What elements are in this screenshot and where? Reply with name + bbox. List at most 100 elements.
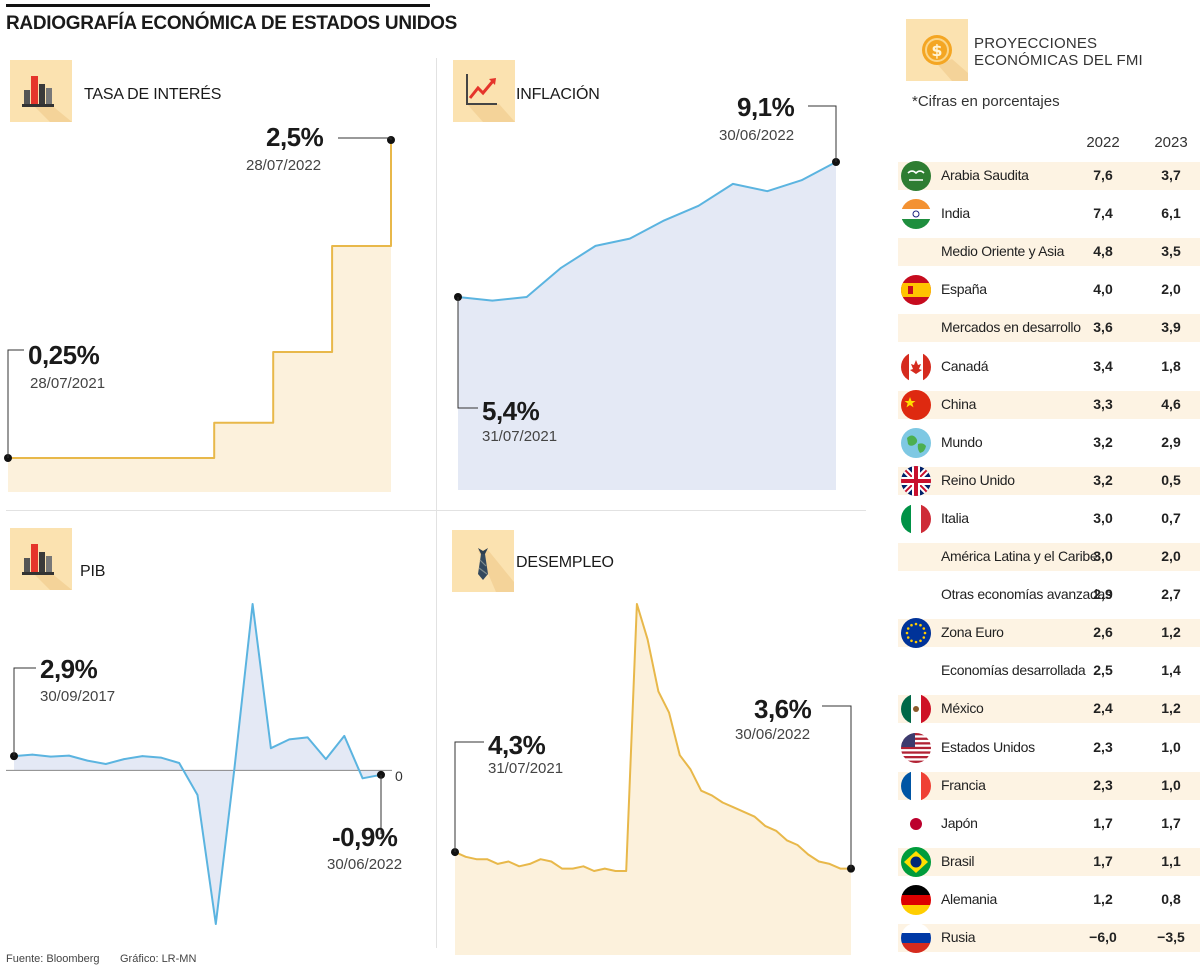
projection-value-2022: 4,0 xyxy=(1093,281,1113,298)
projection-name: China xyxy=(941,395,977,412)
italy-flag-icon xyxy=(901,503,931,534)
unemployment-data-point xyxy=(614,870,617,872)
unemployment-data-point xyxy=(529,863,531,865)
unemployment-panel-title: DESEMPLEO xyxy=(516,554,614,571)
gdp-area xyxy=(14,604,381,924)
coin-dollar-icon: $ xyxy=(906,19,968,81)
projection-name: Arabia Saudita xyxy=(941,167,1029,183)
svg-text:$: $ xyxy=(931,41,942,60)
unemployment-data-point xyxy=(711,794,713,797)
canada-flag-icon xyxy=(901,351,931,382)
unemployment-data-point xyxy=(657,690,660,693)
unemployment-start-leader xyxy=(454,741,484,853)
india-flag-icon xyxy=(901,199,931,230)
rate-area xyxy=(8,140,391,492)
gdp-end-value: -0,9% xyxy=(332,822,398,852)
projection-value-2023: 2,9 xyxy=(1161,433,1181,450)
projection-value-2023: 0,5 xyxy=(1161,471,1181,488)
gdp-data-point xyxy=(68,754,70,757)
gdp-start-date: 30/09/2017 xyxy=(40,688,116,705)
unemployment-data-point xyxy=(518,865,520,868)
unemployment-data-point xyxy=(679,754,681,756)
unemployment-start-value: 4,3% xyxy=(488,730,546,760)
panel-divider-vertical xyxy=(436,58,437,948)
projection-row: Canadá 3,4 1,8 xyxy=(898,351,1200,382)
unemployment-start-date: 31/07/2021 xyxy=(488,760,564,777)
projection-name: Brasil xyxy=(941,852,975,869)
unemployment-end-leader xyxy=(822,705,852,869)
projection-value-2023: 1,4 xyxy=(1161,662,1181,679)
projection-name: India xyxy=(941,205,970,222)
projection-name: Otras economías avanzadas xyxy=(941,586,1112,603)
gdp-data-point xyxy=(86,759,89,762)
projection-row: China 3,3 4,6 xyxy=(898,389,1200,420)
projection-row: Medio Oriente y Asia 4,8 3,5 xyxy=(898,238,1200,267)
unemployment-data-point xyxy=(689,768,692,771)
projection-name: Mundo xyxy=(941,433,983,450)
projection-value-2022: 3,4 xyxy=(1093,357,1113,374)
projection-value-2022: 2,3 xyxy=(1093,738,1113,755)
projection-row: Rusia −6,0 −3,5 xyxy=(898,923,1200,953)
gdp-data-point xyxy=(49,755,52,758)
projection-value-2022: 2,4 xyxy=(1093,700,1113,717)
inflation-end-date: 30/06/2022 xyxy=(719,127,795,144)
gdp-start-value: 2,9% xyxy=(40,654,98,684)
unemployment-data-point xyxy=(486,858,488,860)
gdp-data-point xyxy=(325,758,327,760)
unemployment-data-point xyxy=(593,870,595,872)
projection-row: Alemania 1,2 0,8 xyxy=(898,884,1200,915)
rate-series-line xyxy=(8,140,392,459)
tie-icon xyxy=(452,530,514,592)
gdp-end-date: 30/06/2022 xyxy=(327,856,403,873)
gdp-data-point xyxy=(160,756,162,759)
projection-row: Economías desarrollada 2,5 1,4 xyxy=(898,657,1200,685)
projection-name: Medio Oriente y Asia xyxy=(941,243,1065,260)
projection-name: Francia xyxy=(941,776,986,793)
projection-row: México 2,4 1,2 xyxy=(898,694,1200,725)
gdp-data-point xyxy=(270,747,272,749)
inflation-data-point xyxy=(663,219,665,222)
projection-row: España 4,0 2,0 xyxy=(898,275,1200,306)
unemployment-area xyxy=(455,604,851,955)
spain-flag-icon xyxy=(901,275,931,306)
source-note: Fuente: Bloomberg xyxy=(6,953,100,965)
projection-value-2022: 3,0 xyxy=(1093,548,1113,564)
gdp-chart xyxy=(6,603,392,925)
gdp-data-point xyxy=(306,736,309,739)
projection-name: Alemania xyxy=(941,890,997,907)
projection-value-2022: 2,5 xyxy=(1093,662,1113,679)
projection-row: Otras economías avanzadas 2,9 2,7 xyxy=(898,581,1200,609)
projection-value-2023: 1,7 xyxy=(1161,814,1181,831)
inflation-panel-title: INFLACIÓN xyxy=(516,86,600,103)
projection-row: Arabia Saudita 7,6 3,7 xyxy=(898,161,1200,191)
unemployment-data-point xyxy=(646,638,649,641)
inflation-data-point xyxy=(525,296,528,298)
projection-name: Canadá xyxy=(941,357,989,374)
rate-chart xyxy=(4,136,395,492)
projection-name: Rusia xyxy=(941,929,976,945)
page-title: RADIOGRAFÍA ECONÓMICA DE ESTADOS UNIDOS xyxy=(6,13,457,34)
projection-value-2023: 2,7 xyxy=(1161,586,1181,603)
gdp-data-point xyxy=(233,769,235,772)
unemployment-data-point xyxy=(604,867,606,870)
unemployment-data-point xyxy=(775,830,777,832)
rate-start-value: 0,25% xyxy=(28,340,100,370)
panel-divider-horizontal xyxy=(6,510,866,511)
graphic-credit: Gráfico: LR-MN xyxy=(120,953,197,965)
inflation-data-point xyxy=(594,245,597,247)
projection-value-2023: −3,5 xyxy=(1157,929,1185,945)
saudi-arabia-flag-icon xyxy=(901,161,931,191)
globe-icon xyxy=(901,427,931,458)
unemployment-data-point xyxy=(582,865,585,868)
projections-note: *Cifras en porcentajes xyxy=(912,93,1060,110)
inflation-data-point xyxy=(560,267,562,269)
china-flag-icon xyxy=(901,389,931,420)
gdp-panel-title: PIB xyxy=(80,563,106,580)
unemployment-data-point xyxy=(796,844,799,846)
russia-flag-icon xyxy=(901,923,931,953)
inflation-data-point xyxy=(697,205,700,207)
projection-value-2022: 3,6 xyxy=(1093,319,1113,336)
gdp-zero-label: 0 xyxy=(395,768,403,784)
inflation-end-value: 9,1% xyxy=(737,92,795,122)
unemployment-series-line xyxy=(454,603,851,872)
